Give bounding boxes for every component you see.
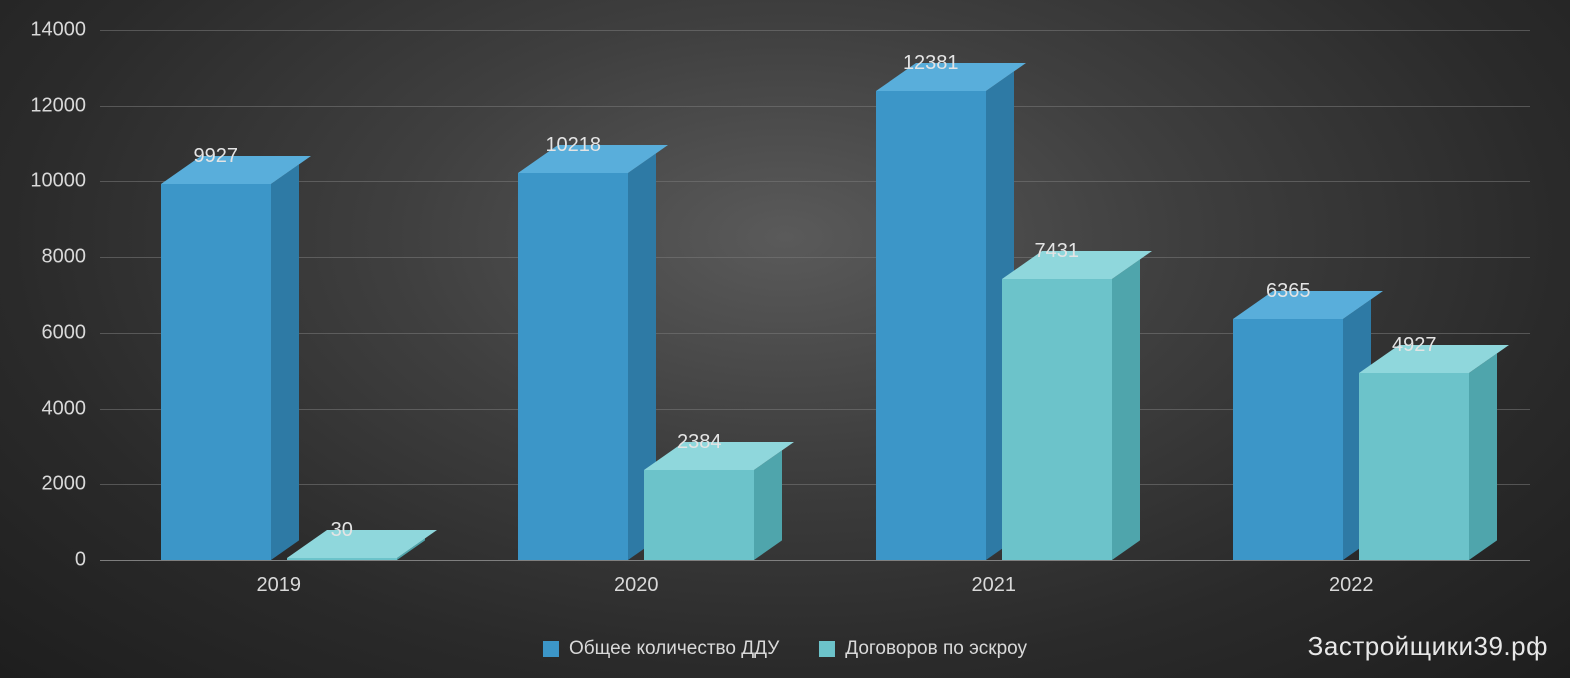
y-tick-label: 12000 bbox=[30, 94, 100, 117]
legend-swatch bbox=[819, 641, 835, 657]
gridline bbox=[100, 257, 1530, 258]
bar-side bbox=[1469, 354, 1497, 560]
gridline bbox=[100, 560, 1530, 561]
bar: 10218 bbox=[518, 173, 628, 560]
y-tick-label: 8000 bbox=[42, 246, 101, 269]
legend-label: Общее количество ДДУ bbox=[569, 638, 779, 660]
gridline bbox=[100, 181, 1530, 182]
bar-front bbox=[161, 184, 271, 560]
bar-value-label: 2384 bbox=[677, 431, 722, 454]
chart-container: 0200040006000800010000120001400020199927… bbox=[0, 0, 1570, 678]
gridline bbox=[100, 106, 1530, 107]
legend-item: Договоров по эскроу bbox=[819, 638, 1027, 660]
y-tick-label: 0 bbox=[75, 549, 100, 572]
bar-value-label: 7431 bbox=[1035, 240, 1080, 263]
y-tick-label: 6000 bbox=[42, 321, 101, 344]
bar: 9927 bbox=[161, 184, 271, 560]
bar-side bbox=[1112, 259, 1140, 560]
plot-area: 0200040006000800010000120001400020199927… bbox=[100, 30, 1530, 560]
gridline bbox=[100, 30, 1530, 31]
bar-value-label: 12381 bbox=[903, 52, 959, 75]
bar-front bbox=[1233, 319, 1343, 560]
bar-value-label: 10218 bbox=[545, 134, 601, 157]
bar-value-label: 6365 bbox=[1266, 280, 1311, 303]
bar: 2384 bbox=[644, 470, 754, 560]
y-tick-label: 2000 bbox=[42, 473, 101, 496]
watermark-text: Застройщики39.рф bbox=[1308, 631, 1548, 662]
bar-front bbox=[1002, 279, 1112, 560]
legend-label: Договоров по эскроу bbox=[845, 638, 1027, 660]
x-tick-label: 2019 bbox=[257, 560, 302, 597]
bar-front bbox=[287, 558, 397, 560]
bar: 6365 bbox=[1233, 319, 1343, 560]
bar: 30 bbox=[287, 558, 397, 560]
bar-value-label: 9927 bbox=[194, 145, 239, 168]
legend: Общее количество ДДУ Договоров по эскроу bbox=[543, 638, 1027, 660]
y-tick-label: 14000 bbox=[30, 19, 100, 42]
bar: 12381 bbox=[876, 91, 986, 560]
bar-side bbox=[271, 165, 299, 560]
legend-item: Общее количество ДДУ bbox=[543, 638, 779, 660]
y-tick-label: 10000 bbox=[30, 170, 100, 193]
legend-swatch bbox=[543, 641, 559, 657]
x-tick-label: 2021 bbox=[972, 560, 1017, 597]
y-tick-label: 4000 bbox=[42, 397, 101, 420]
bar: 7431 bbox=[1002, 279, 1112, 560]
bar-top bbox=[287, 530, 437, 558]
bar: 4927 bbox=[1359, 373, 1469, 560]
x-tick-label: 2020 bbox=[614, 560, 659, 597]
bar-value-label: 4927 bbox=[1392, 334, 1437, 357]
bar-value-label: 30 bbox=[331, 519, 353, 542]
bar-front bbox=[1359, 373, 1469, 560]
x-tick-label: 2022 bbox=[1329, 560, 1374, 597]
bar-front bbox=[518, 173, 628, 560]
bar-front bbox=[876, 91, 986, 560]
bar-front bbox=[644, 470, 754, 560]
